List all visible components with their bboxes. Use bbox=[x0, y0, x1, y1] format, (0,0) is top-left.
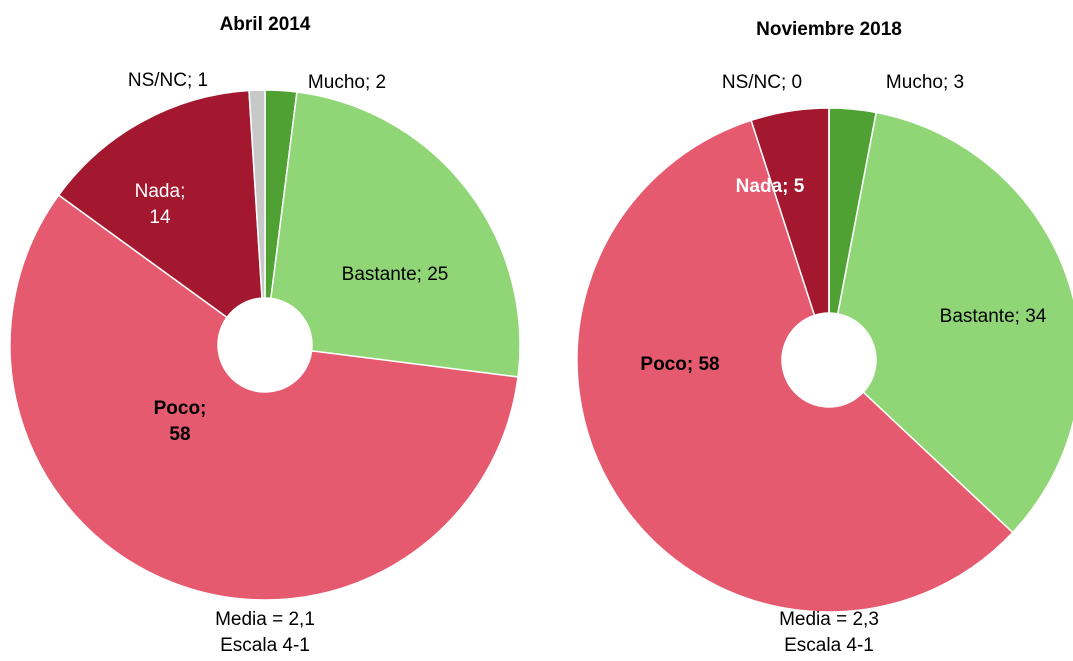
pie-slice bbox=[576, 119, 1014, 613]
pie-slice bbox=[9, 194, 519, 601]
data-label: Nada; 14 bbox=[134, 181, 186, 228]
note: Media = 2,1 bbox=[215, 609, 315, 630]
data-label: Mucho; 2 bbox=[307, 72, 387, 93]
data-label: NS/NC; 0 bbox=[721, 72, 803, 93]
data-label: Nada; 5 bbox=[735, 176, 805, 197]
note: Escala 4-1 bbox=[784, 635, 874, 656]
note: Escala 4-1 bbox=[220, 635, 310, 656]
note: Media = 2,3 bbox=[779, 609, 879, 630]
pie-slice bbox=[57, 89, 263, 319]
data-label: Poco; 58 bbox=[640, 354, 720, 375]
chart-title: Noviembre 2018 bbox=[756, 19, 902, 40]
pie-slice bbox=[248, 89, 266, 299]
data-label: Bastante; 25 bbox=[341, 264, 449, 285]
data-label: Poco; 58 bbox=[153, 398, 207, 445]
data-label: Mucho; 3 bbox=[885, 72, 965, 93]
chart-title: Abril 2014 bbox=[219, 14, 311, 35]
pie-slice bbox=[270, 91, 521, 378]
data-label: NS/NC; 1 bbox=[127, 70, 209, 91]
data-label: Bastante; 34 bbox=[939, 306, 1047, 327]
